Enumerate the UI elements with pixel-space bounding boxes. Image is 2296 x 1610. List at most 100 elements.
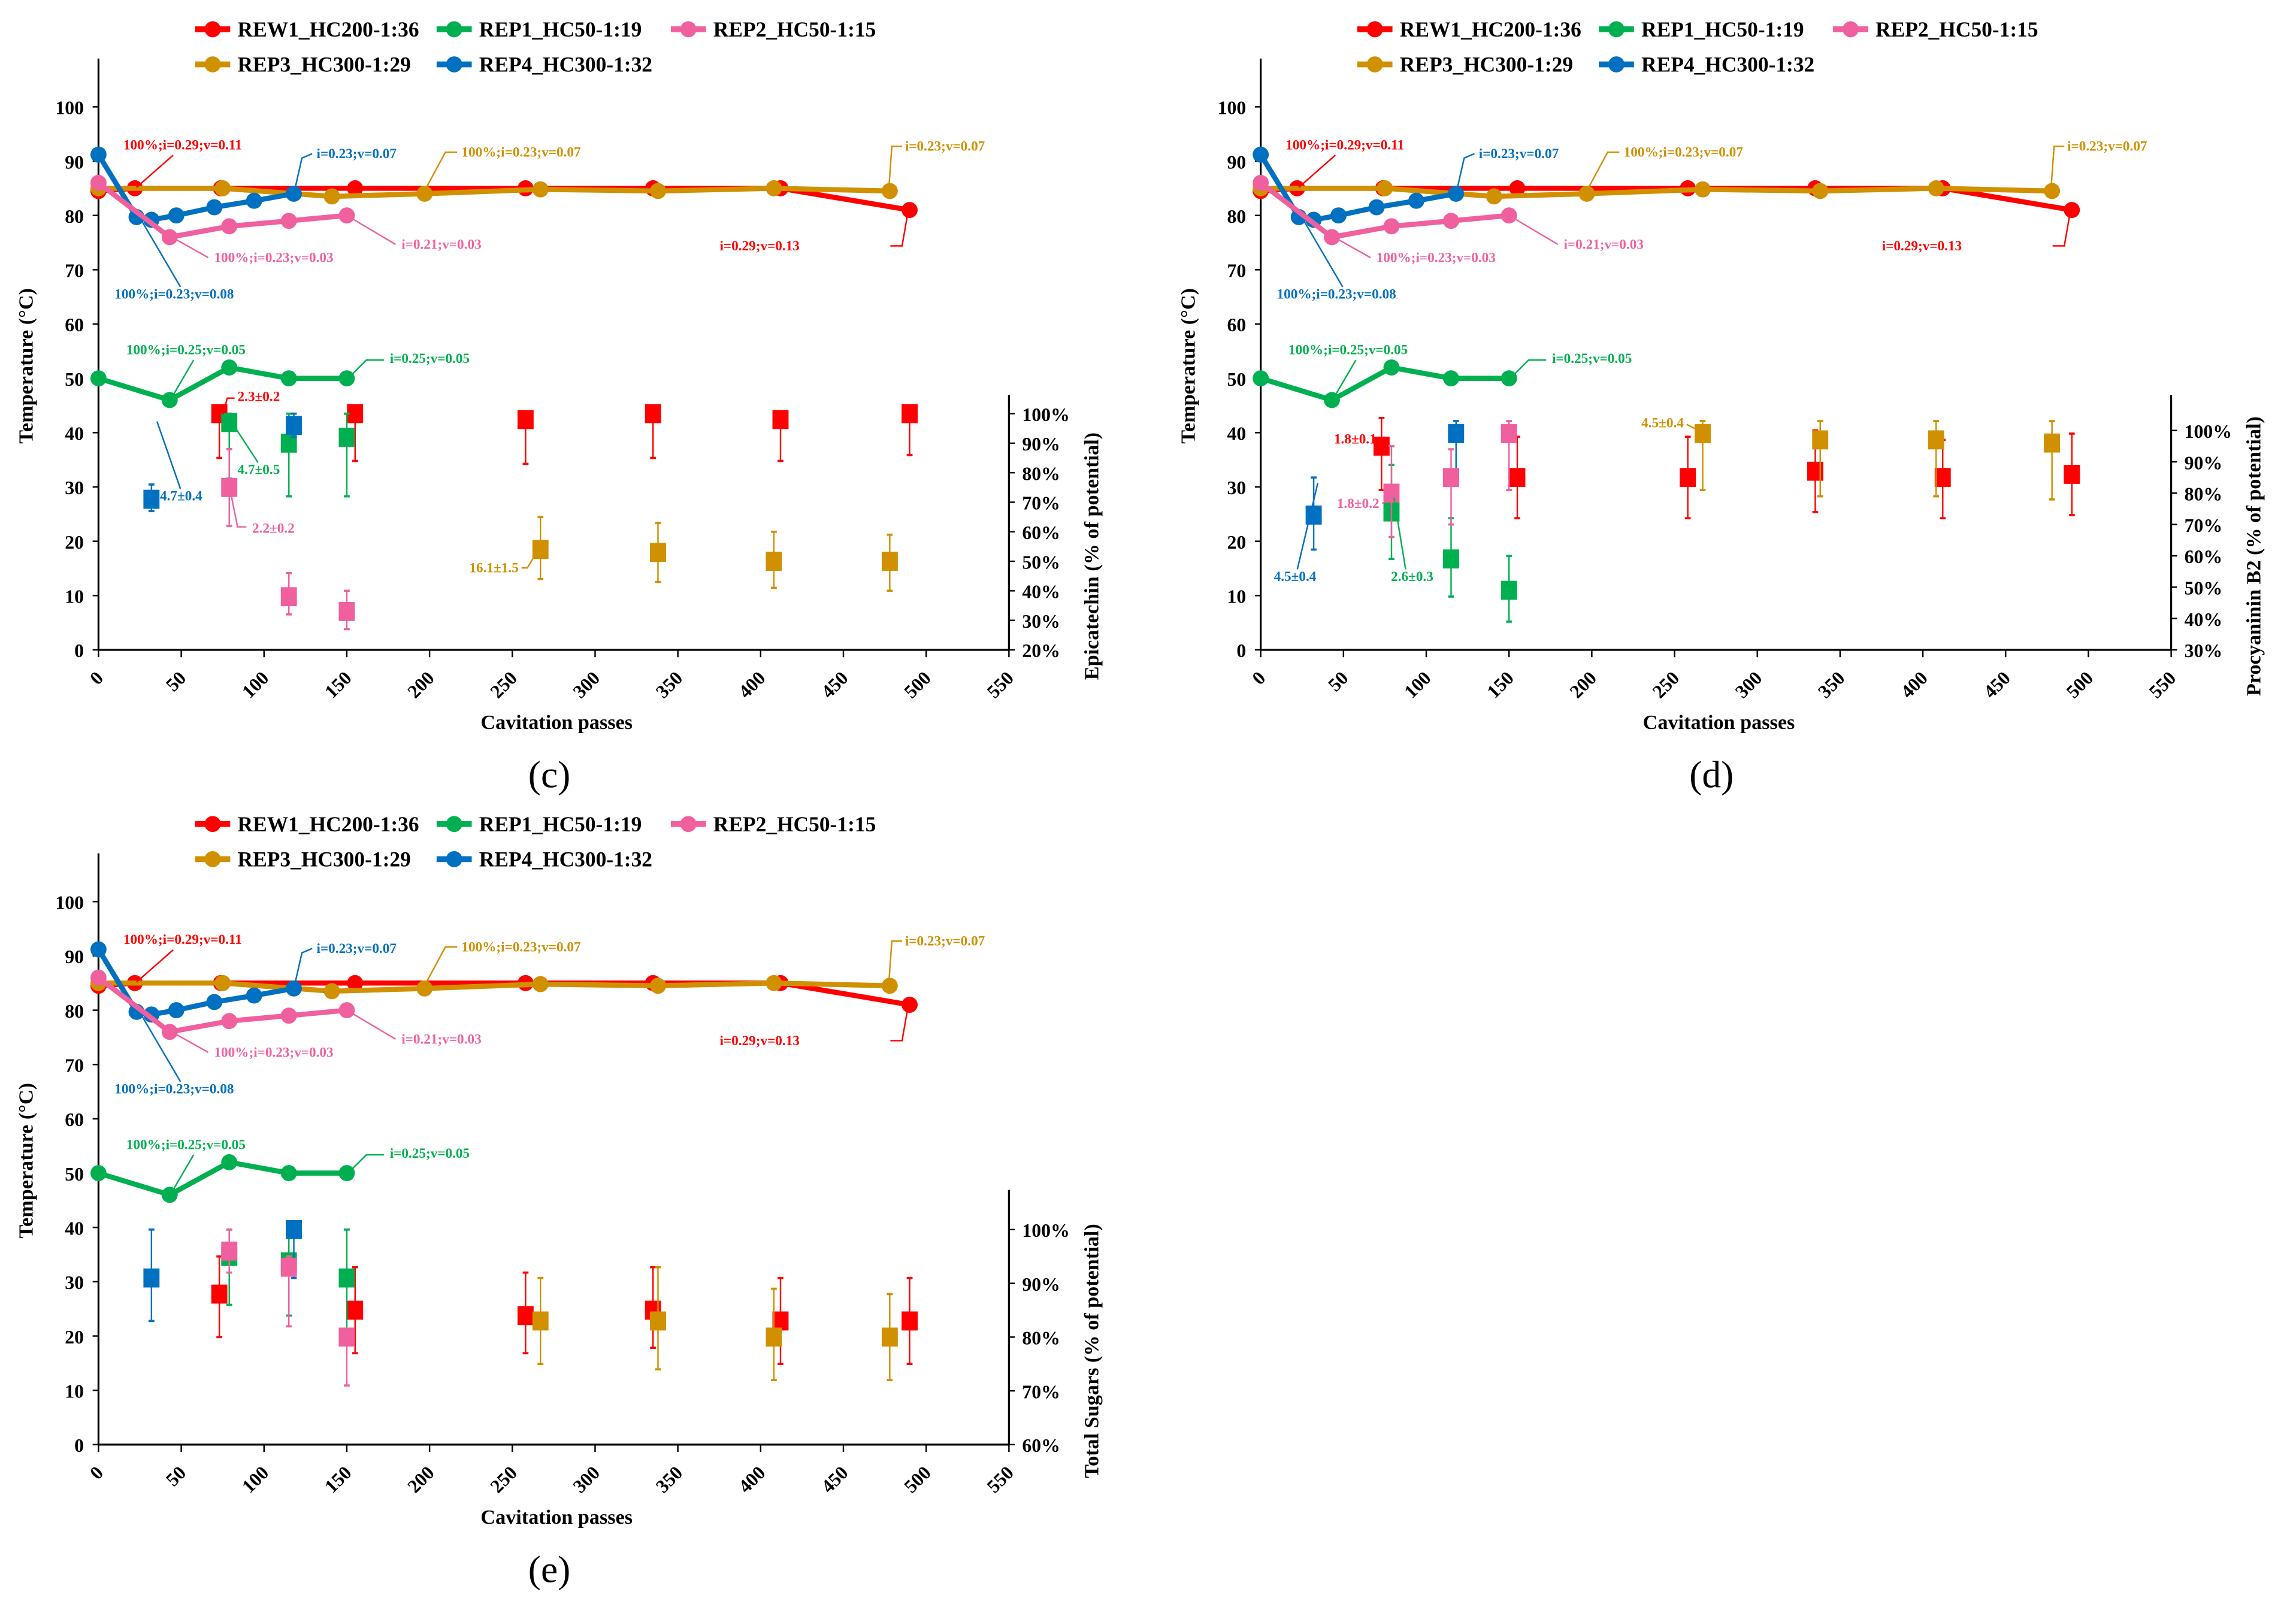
y-tick-label: 0 — [1236, 640, 1246, 661]
annotation: i=0.21;v=0.03 — [348, 216, 482, 252]
annotation: 100%;i=0.25;v=0.05 — [126, 342, 246, 396]
y-tick-label: 10 — [65, 1381, 84, 1402]
temperature-point-REP3 — [881, 978, 898, 994]
annotation-leader — [890, 1007, 909, 1042]
annotation-label: 100%;i=0.25;v=0.05 — [1288, 342, 1408, 358]
annotation-label: 100%;i=0.23;v=0.07 — [1624, 144, 1744, 160]
square-marker — [286, 416, 302, 435]
x-tick-label: 250 — [486, 1462, 521, 1497]
x-tick-label: 150 — [320, 1462, 355, 1497]
y2-tick-label: 90% — [1022, 1274, 1060, 1295]
legend-item-REP1: REP1_HC50-1:19 — [1599, 17, 1804, 41]
x-tick-label: 550 — [983, 1462, 1018, 1497]
x-tick-label: 300 — [1731, 667, 1766, 702]
square-marker — [1695, 424, 1711, 443]
annotation-leader — [1381, 497, 1393, 504]
annotation: i=0.29;v=0.13 — [1882, 212, 2071, 254]
temperature-point-REP1 — [280, 1165, 297, 1182]
annotation-leader — [1335, 359, 1357, 396]
annotation: 100%;i=0.25;v=0.05 — [126, 1137, 246, 1191]
annotation: i=0.29;v=0.13 — [719, 1007, 909, 1049]
square-marker — [517, 1306, 534, 1325]
annotation: 100%;i=0.23;v=0.07 — [1586, 144, 1744, 191]
y2-tick-label: 20% — [1022, 640, 1060, 661]
square-marker — [338, 1327, 355, 1347]
y2-tick-label: 60% — [2185, 546, 2223, 567]
square-marker — [517, 410, 534, 429]
x-tick-label: 500 — [2062, 667, 2097, 702]
y-tick-label: 10 — [65, 586, 84, 607]
x-tick-label: 550 — [2145, 667, 2180, 702]
y2-tick-label: 70% — [2185, 515, 2223, 536]
data-square-REP2 — [1501, 420, 1517, 491]
data-square-REW1 — [1680, 435, 1696, 520]
y-tick-label: 20 — [65, 532, 84, 553]
square-marker — [1934, 468, 1951, 488]
legend-marker-REP1 — [446, 816, 462, 833]
annotation-label: 16.1±1.5 — [469, 560, 518, 576]
data-square-REP2 — [1383, 445, 1400, 538]
square-marker — [1928, 430, 1944, 450]
square-marker — [2064, 465, 2080, 484]
temperature-point-REP4 — [246, 987, 262, 1004]
annotation: i=0.25;v=0.05 — [1510, 351, 1632, 379]
data-square-REP2 — [338, 589, 355, 631]
annotation-leader — [140, 1013, 181, 1082]
data-square-REP3 — [881, 533, 898, 592]
x-tick-label: 400 — [1896, 667, 1931, 702]
temperature-point-REP3 — [650, 978, 666, 994]
temperature-point-REW1 — [347, 180, 364, 196]
x-tick-label: 100 — [1400, 667, 1435, 702]
annotation-leader — [888, 146, 902, 187]
temperature-point-REP3 — [1486, 188, 1502, 205]
temperature-point-REW1 — [347, 975, 364, 991]
x-axis-title: Cavitation passes — [1643, 712, 1795, 734]
data-square-REP4 — [286, 412, 302, 438]
annotation: i=0.23;v=0.07 — [294, 941, 397, 985]
data-square-REW1 — [772, 410, 789, 462]
temperature-point-REP1 — [1443, 370, 1459, 387]
x-tick-label: 150 — [320, 667, 355, 702]
annotation-label: 100%;i=0.23;v=0.08 — [114, 1081, 234, 1097]
annotation-leader — [1302, 219, 1344, 288]
annotation: 100%;i=0.23;v=0.03 — [1333, 236, 1496, 265]
annotation-label: i=0.23;v=0.07 — [317, 941, 397, 957]
annotation: i=0.23;v=0.07 — [294, 146, 397, 190]
square-marker — [338, 602, 355, 621]
annotation-leader — [890, 212, 909, 247]
legend-label: REW1_HC200-1:36 — [1400, 17, 1581, 41]
legend-item-REP1: REP1_HC50-1:19 — [436, 17, 642, 41]
temperature-point-REP4 — [206, 994, 223, 1010]
y-tick-label: 10 — [1227, 586, 1246, 607]
x-tick-label: 150 — [1483, 667, 1517, 702]
annotation: i=0.23;v=0.07 — [2050, 139, 2147, 187]
legend-label: REP2_HC50-1:15 — [1875, 17, 2038, 41]
annotation: i=0.23;v=0.07 — [888, 139, 985, 187]
temperature-point-REP4 — [1408, 192, 1424, 209]
y-tick-label: 50 — [65, 1164, 84, 1185]
annotation-label: 1.8±0.2 — [1337, 496, 1380, 512]
legend-label: REP4_HC300-1:32 — [479, 848, 652, 871]
annotation: 100%;i=0.23;v=0.03 — [171, 1031, 334, 1060]
legend-marker-REW1 — [204, 21, 221, 38]
temperature-point-REP3 — [416, 980, 433, 997]
square-marker — [1812, 430, 1829, 450]
data-square-REP3 — [1695, 420, 1711, 491]
annotation-leader — [1298, 155, 1336, 188]
legend-item-REP2: REP2_HC50-1:15 — [670, 17, 876, 41]
square-marker — [221, 1241, 238, 1261]
square-marker — [772, 410, 789, 429]
y-tick-label: 20 — [1227, 532, 1246, 553]
square-marker — [338, 428, 355, 447]
panel-label: (c) — [528, 753, 570, 796]
legend-marker-REP1 — [446, 21, 462, 38]
y2-tick-label: 30% — [2185, 640, 2223, 661]
legend-marker-REP3 — [204, 851, 221, 867]
y2-tick-label: 80% — [1022, 1328, 1060, 1349]
x-tick-label: 450 — [1980, 667, 2014, 702]
y2-tick-label: 50% — [2185, 578, 2223, 599]
annotation-leader — [136, 155, 174, 188]
legend-label: REP1_HC50-1:19 — [479, 812, 642, 836]
legend-label: REP2_HC50-1:15 — [713, 17, 876, 41]
